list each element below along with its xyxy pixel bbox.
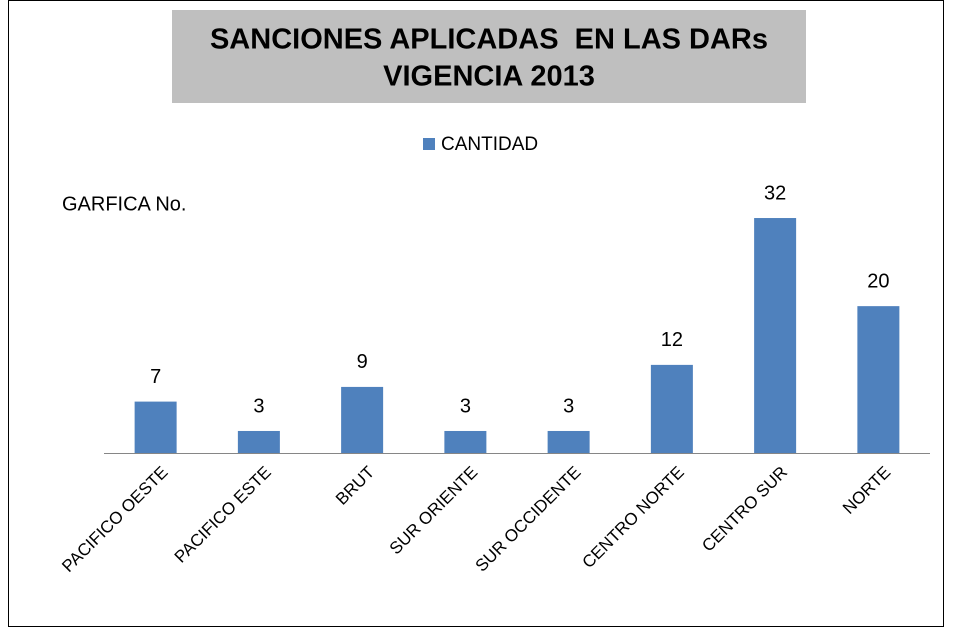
chart-title: SANCIONES APLICADAS EN LAS DARs bbox=[210, 24, 768, 56]
bar bbox=[341, 386, 384, 453]
legend-swatch bbox=[423, 138, 435, 150]
data-label: 3 bbox=[563, 395, 574, 417]
bar bbox=[237, 430, 280, 453]
bar bbox=[650, 364, 693, 453]
data-label: 12 bbox=[661, 329, 683, 351]
data-label: 7 bbox=[150, 366, 161, 388]
bar bbox=[754, 218, 797, 453]
bar bbox=[134, 401, 177, 453]
chart-title: VIGENCIA 2013 bbox=[383, 61, 595, 93]
data-label: 3 bbox=[253, 395, 264, 417]
annotation: GARFICA No. bbox=[62, 193, 186, 215]
bar bbox=[547, 430, 590, 453]
title-box bbox=[172, 10, 806, 103]
bar bbox=[857, 306, 900, 453]
legend-label: CANTIDAD bbox=[441, 134, 538, 155]
data-label: 3 bbox=[460, 395, 471, 417]
data-label: 9 bbox=[357, 351, 368, 373]
bar bbox=[444, 430, 487, 453]
data-label: 32 bbox=[764, 182, 786, 204]
data-label: 20 bbox=[867, 270, 889, 292]
